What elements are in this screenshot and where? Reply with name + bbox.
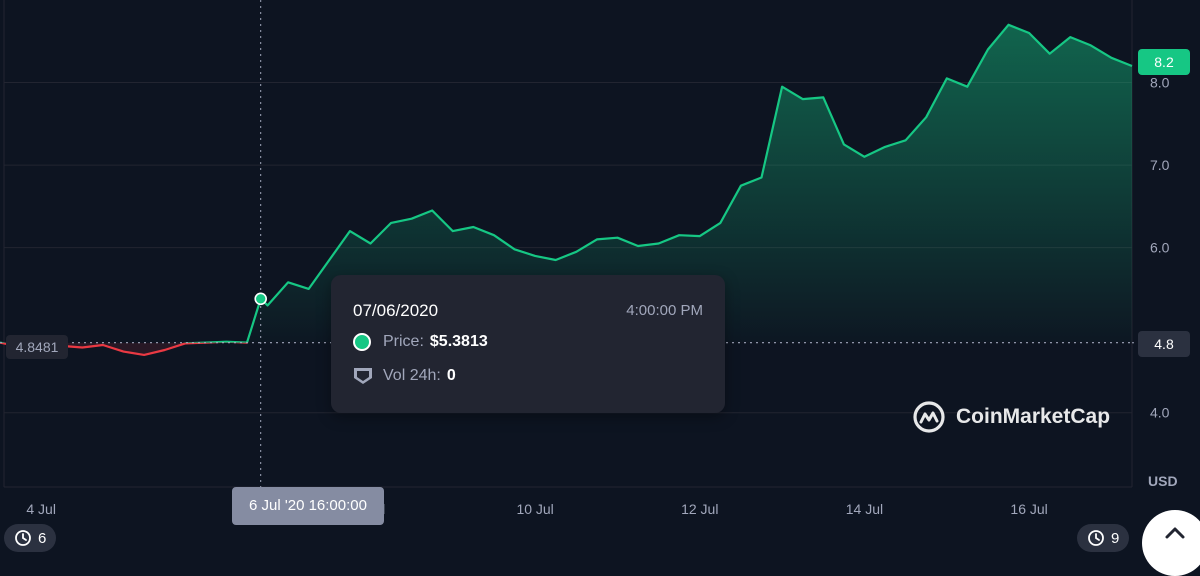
y-unit-label: USD — [1148, 473, 1178, 489]
watermark-text: CoinMarketCap — [956, 405, 1111, 428]
volume-icon — [354, 368, 372, 384]
hover-point — [254, 292, 268, 306]
scroll-to-top-button[interactable] — [1142, 510, 1200, 576]
tooltip-volume-label: Vol 24h: — [383, 367, 441, 384]
reference-price-badge: 4.8481 — [6, 335, 68, 359]
history-right-button[interactable]: 9 — [1077, 524, 1130, 552]
tooltip-date: 07/06/2020 — [353, 301, 439, 320]
crosshair-time-badge: 6 Jul '20 16:00:00 — [232, 487, 384, 525]
history-right-count: 9 — [1111, 529, 1120, 547]
history-left-count: 6 — [38, 529, 47, 547]
chart-tooltip: 07/06/2020 4:00:00 PM Price: $5.3813 Vol… — [331, 275, 725, 413]
x-tick-label: 14 Jul — [846, 501, 883, 517]
price-dot-icon — [353, 333, 371, 351]
tooltip-volume-value: 0 — [446, 367, 456, 384]
y-tick-label: 4.0 — [1150, 405, 1170, 421]
tooltip-price-label: Price: — [383, 333, 424, 350]
price-area-fill — [0, 24, 1132, 343]
tooltip-time: 4:00:00 PM — [626, 302, 703, 319]
x-tick-label: 16 Jul — [1010, 501, 1047, 517]
y-tick-label: 7.0 — [1150, 157, 1170, 173]
history-icon — [15, 530, 31, 546]
x-tick-label: 4 Jul — [26, 501, 56, 517]
y-tick-label: 8.0 — [1150, 75, 1170, 91]
clock-icon — [1088, 530, 1104, 546]
chevron-up-icon — [1165, 527, 1185, 539]
tooltip-volume-row: Vol 24h: 0 — [353, 367, 456, 385]
x-tick-label: 12 Jul — [681, 501, 718, 517]
tooltip-price-value: $5.3813 — [429, 333, 488, 350]
coinmarketcap-watermark: CoinMarketCap — [912, 400, 1110, 434]
tooltip-price-row: Price: $5.3813 — [353, 333, 488, 351]
coinmarketcap-logo-icon — [913, 401, 945, 433]
x-tick-label: 10 Jul — [516, 501, 553, 517]
price-line-up — [0, 23, 1133, 343]
current-price-badge: 8.2 — [1138, 49, 1190, 75]
hover-price-badge: 4.8 — [1138, 331, 1190, 357]
y-tick-label: 6.0 — [1150, 240, 1170, 256]
history-left-button[interactable]: 6 — [4, 524, 57, 552]
